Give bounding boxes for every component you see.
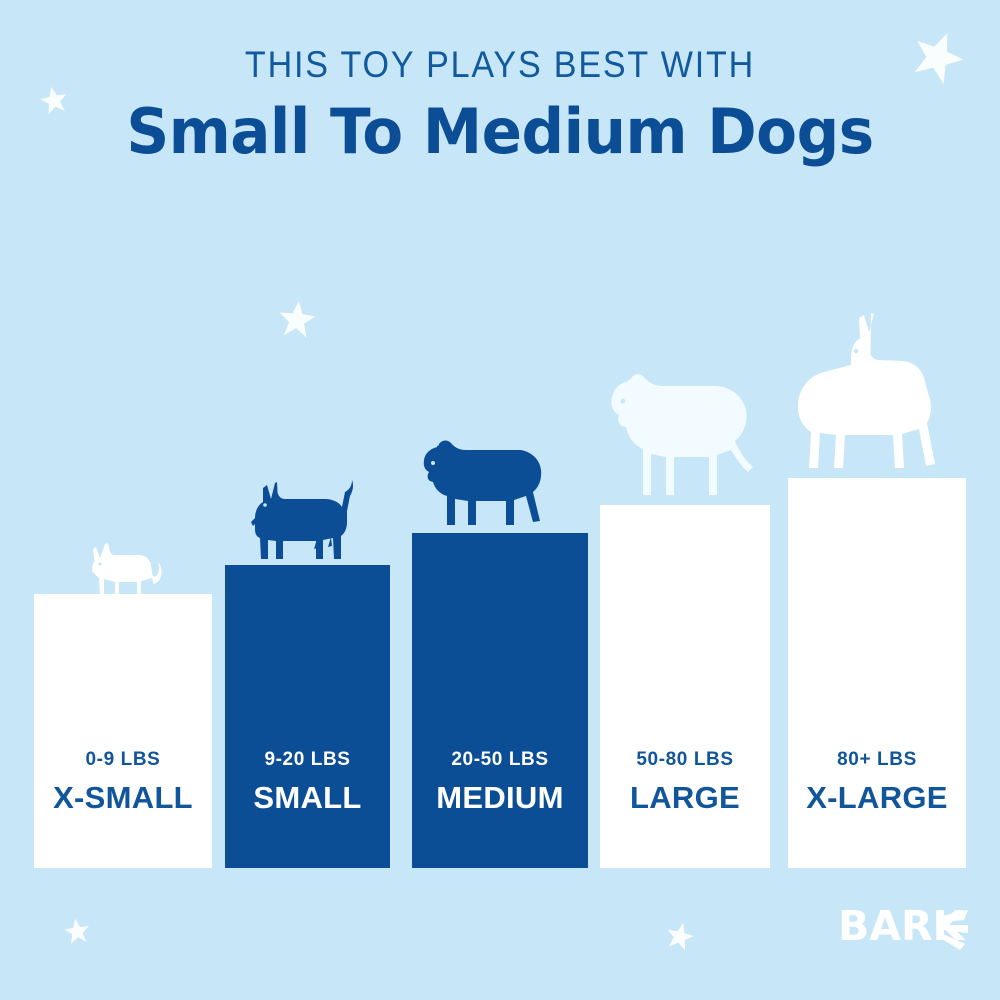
bar-weight-label-small: 9-20 LBS bbox=[264, 749, 351, 770]
header-block: THIS TOY PLAYS BEST WITH Small To Medium… bbox=[0, 46, 1000, 164]
bar-size-label-x-small: X-SMALL bbox=[53, 780, 193, 815]
bar-x-small[interactable]: 0-9 LBS X-SMALL bbox=[34, 594, 212, 868]
kicker-text: THIS TOY PLAYS BEST WITH bbox=[244, 44, 756, 85]
bar-weight-label-medium: 20-50 LBS bbox=[451, 749, 549, 770]
bar-x-large[interactable]: 80+ LBS X-LARGE bbox=[788, 478, 966, 868]
bar-size-label-small: SMALL bbox=[253, 780, 362, 815]
bar-medium[interactable]: 20-50 LBS MEDIUM bbox=[412, 533, 588, 868]
bar-small[interactable]: 9-20 LBS SMALL bbox=[225, 565, 390, 868]
bark-logo[interactable]: BARK bbox=[838, 902, 978, 954]
bar-weight-label-x-large: 80+ LBS bbox=[837, 749, 917, 770]
chihuahua-silhouette-icon bbox=[92, 543, 162, 595]
bark-burst-icon bbox=[942, 910, 968, 950]
bar-weight-label-x-small: 0-9 LBS bbox=[85, 749, 161, 770]
bar-size-label-x-large: X-LARGE bbox=[806, 780, 948, 815]
bar-size-label-large: LARGE bbox=[630, 780, 740, 815]
bar-weight-label-large: 50-80 LBS bbox=[636, 749, 734, 770]
labrador-silhouette-icon bbox=[423, 440, 542, 525]
bar-large[interactable]: 50-80 LBS LARGE bbox=[600, 505, 770, 868]
great-dane-silhouette-icon bbox=[797, 313, 935, 468]
bar-size-label-medium: MEDIUM bbox=[436, 780, 564, 815]
page-title: Small To Medium Dogs bbox=[126, 95, 874, 168]
golden-retriever-silhouette-icon bbox=[611, 374, 753, 495]
terrier-silhouette-icon bbox=[251, 480, 354, 559]
